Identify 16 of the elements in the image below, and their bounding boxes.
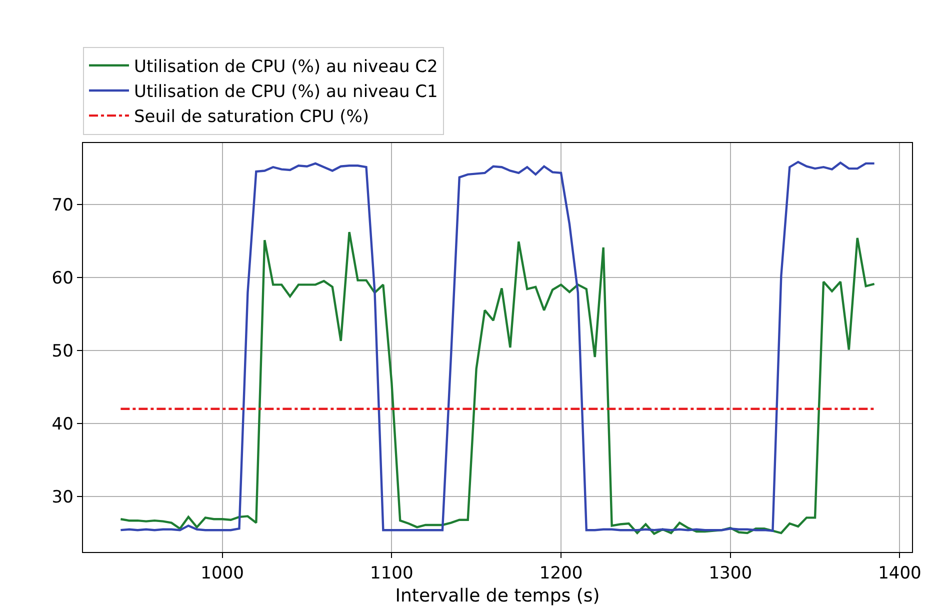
line-series <box>120 160 876 532</box>
y-tick-label: 40 <box>52 414 74 434</box>
line-series <box>120 231 876 535</box>
legend-label: Seuil de saturation CPU (%) <box>134 107 370 128</box>
x-tick-label: 1300 <box>708 564 752 584</box>
x-tick-label: 1000 <box>200 564 244 584</box>
x-axis-title: Intervalle de temps (s) <box>395 586 600 607</box>
y-tick-label: 60 <box>52 268 74 288</box>
x-tick-label: 1200 <box>539 564 583 584</box>
x-tick-label: 1100 <box>370 564 414 584</box>
x-tick-label: 1400 <box>878 564 922 584</box>
legend-label: Utilisation de CPU (%) au niveau C1 <box>134 82 438 102</box>
y-tick-label: 30 <box>52 487 74 508</box>
legend-label: Utilisation de CPU (%) au niveau C2 <box>134 57 438 77</box>
y-tick-label: 70 <box>52 195 74 216</box>
y-tick-label: 50 <box>52 341 74 362</box>
